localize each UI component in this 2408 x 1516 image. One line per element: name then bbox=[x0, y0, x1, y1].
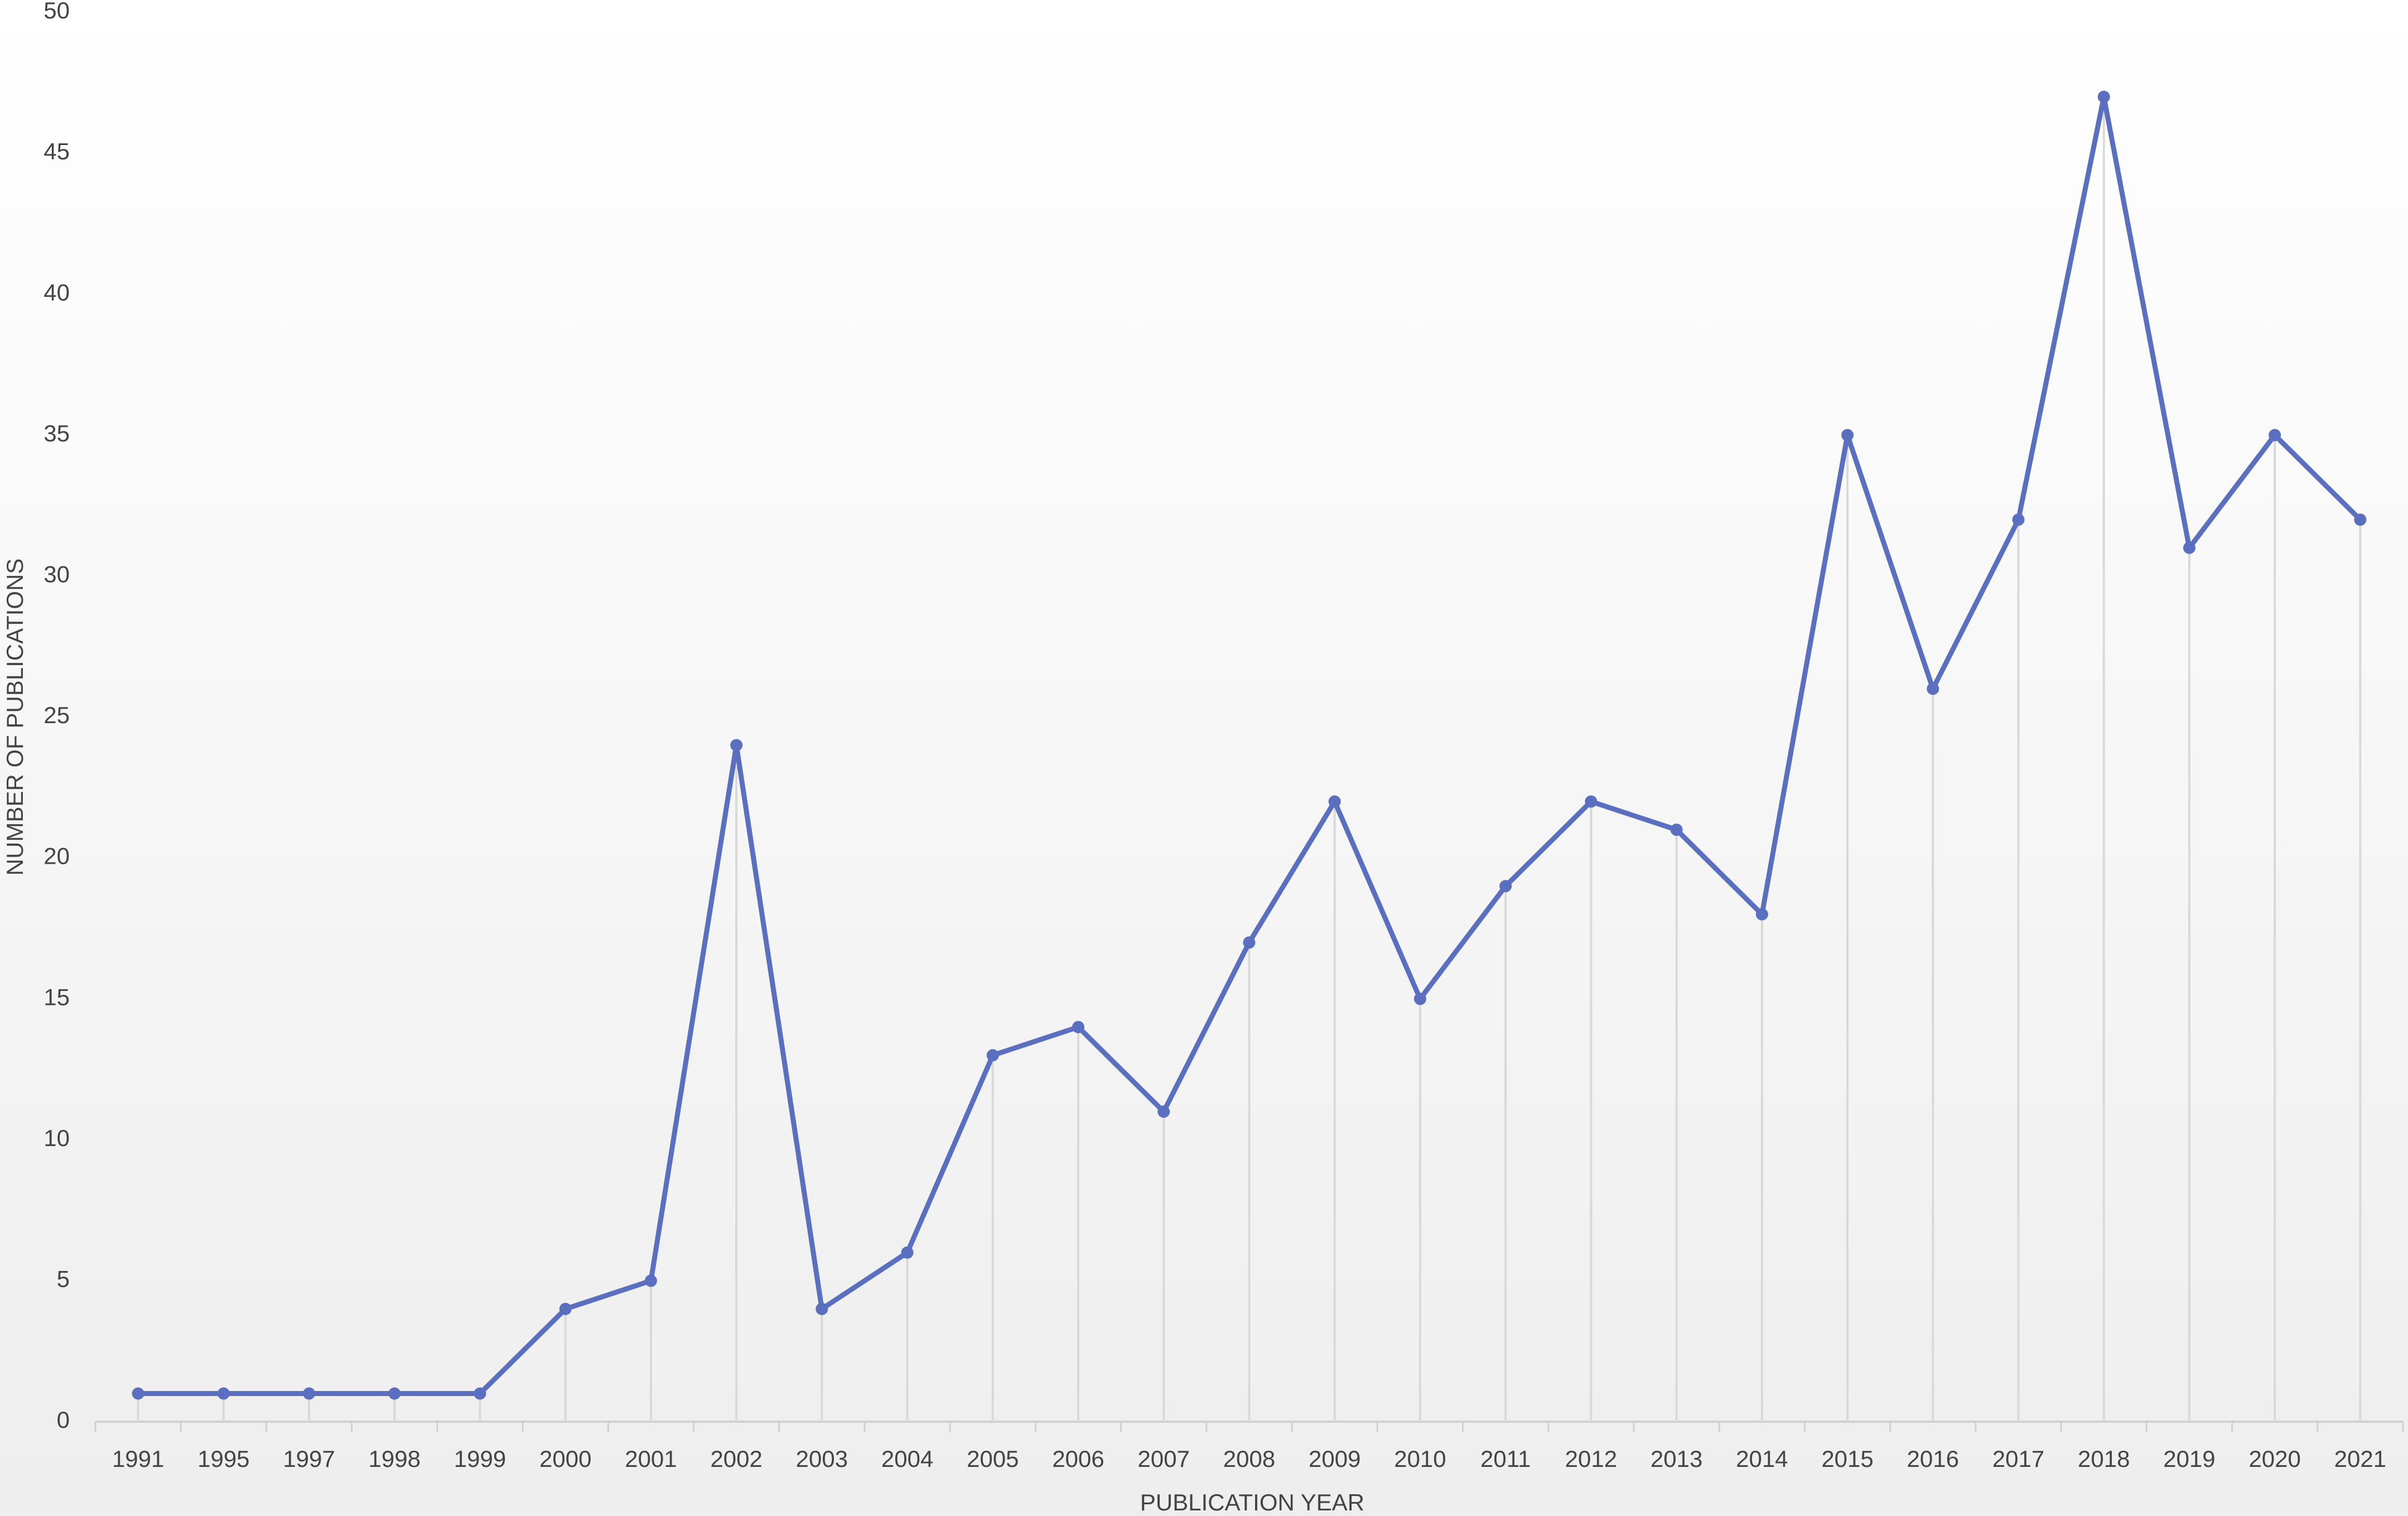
data-point bbox=[132, 1387, 144, 1400]
y-tick-label: 50 bbox=[44, 0, 70, 23]
data-point bbox=[1413, 993, 1426, 1005]
data-point bbox=[559, 1302, 572, 1315]
x-tick-label: 2020 bbox=[2248, 1446, 2300, 1472]
data-point bbox=[901, 1246, 914, 1259]
x-tick-label: 1997 bbox=[283, 1446, 335, 1472]
x-tick-label: 2014 bbox=[1736, 1446, 1788, 1472]
y-tick-label: 40 bbox=[44, 279, 70, 305]
data-point bbox=[1243, 936, 1256, 949]
data-point bbox=[1585, 795, 1598, 808]
data-point bbox=[1841, 429, 1854, 441]
x-tick-label: 2007 bbox=[1138, 1446, 1190, 1472]
data-point bbox=[2183, 541, 2195, 554]
data-point bbox=[1670, 824, 1683, 836]
data-point bbox=[1328, 795, 1341, 808]
x-axis-label: PUBLICATION YEAR bbox=[1140, 1489, 1364, 1515]
data-point bbox=[1927, 682, 1939, 695]
data-point bbox=[1072, 1021, 1085, 1033]
y-tick-label: 35 bbox=[44, 420, 70, 446]
x-tick-label: 2003 bbox=[796, 1446, 848, 1472]
data-point bbox=[2012, 513, 2025, 526]
data-point bbox=[1755, 908, 1768, 921]
x-tick-label: 1999 bbox=[454, 1446, 506, 1472]
x-tick-label: 2016 bbox=[1907, 1446, 1959, 1472]
x-tick-label: 2021 bbox=[2334, 1446, 2386, 1472]
data-point bbox=[730, 739, 743, 752]
data-point bbox=[388, 1387, 401, 1400]
y-tick-label: 45 bbox=[44, 138, 70, 165]
x-tick-label: 2011 bbox=[1480, 1446, 1531, 1472]
y-axis-label: NUMBER OF PUBLICATIONS bbox=[2, 559, 28, 876]
y-tick-label: 5 bbox=[57, 1265, 70, 1292]
data-point bbox=[1157, 1105, 1170, 1118]
x-tick-label: 2000 bbox=[539, 1446, 591, 1472]
data-point bbox=[2097, 90, 2110, 103]
x-tick-label: 2018 bbox=[2078, 1446, 2130, 1472]
data-point bbox=[644, 1274, 657, 1287]
data-point bbox=[217, 1387, 230, 1400]
x-tick-label: 2015 bbox=[1821, 1446, 1873, 1472]
x-tick-label: 1998 bbox=[369, 1446, 421, 1472]
x-tick-label: 1995 bbox=[197, 1446, 249, 1472]
x-tick-label: 1991 bbox=[112, 1446, 164, 1472]
x-tick-label: 2008 bbox=[1223, 1446, 1275, 1472]
data-point bbox=[1499, 880, 1512, 893]
data-point bbox=[303, 1387, 316, 1400]
x-tick-label: 2009 bbox=[1309, 1446, 1360, 1472]
y-tick-label: 20 bbox=[44, 843, 70, 869]
data-point bbox=[2269, 429, 2281, 441]
x-tick-label: 2005 bbox=[967, 1446, 1019, 1472]
x-tick-label: 2013 bbox=[1651, 1446, 1702, 1472]
data-point bbox=[815, 1302, 828, 1315]
x-tick-label: 2019 bbox=[2163, 1446, 2215, 1472]
y-tick-label: 0 bbox=[57, 1407, 70, 1433]
y-tick-label: 30 bbox=[44, 561, 70, 587]
data-point bbox=[474, 1387, 486, 1400]
x-tick-label: 2006 bbox=[1052, 1446, 1104, 1472]
x-tick-label: 2012 bbox=[1565, 1446, 1617, 1472]
x-tick-label: 2017 bbox=[1992, 1446, 2044, 1472]
y-tick-label: 25 bbox=[44, 702, 70, 728]
x-tick-label: 2004 bbox=[881, 1446, 933, 1472]
y-tick-label: 10 bbox=[44, 1125, 70, 1151]
x-tick-label: 2001 bbox=[625, 1446, 677, 1472]
x-tick-label: 2010 bbox=[1394, 1446, 1446, 1472]
data-point bbox=[2354, 513, 2367, 526]
x-tick-label: 2002 bbox=[710, 1446, 762, 1472]
data-point bbox=[986, 1049, 999, 1062]
y-tick-label: 15 bbox=[44, 984, 70, 1010]
